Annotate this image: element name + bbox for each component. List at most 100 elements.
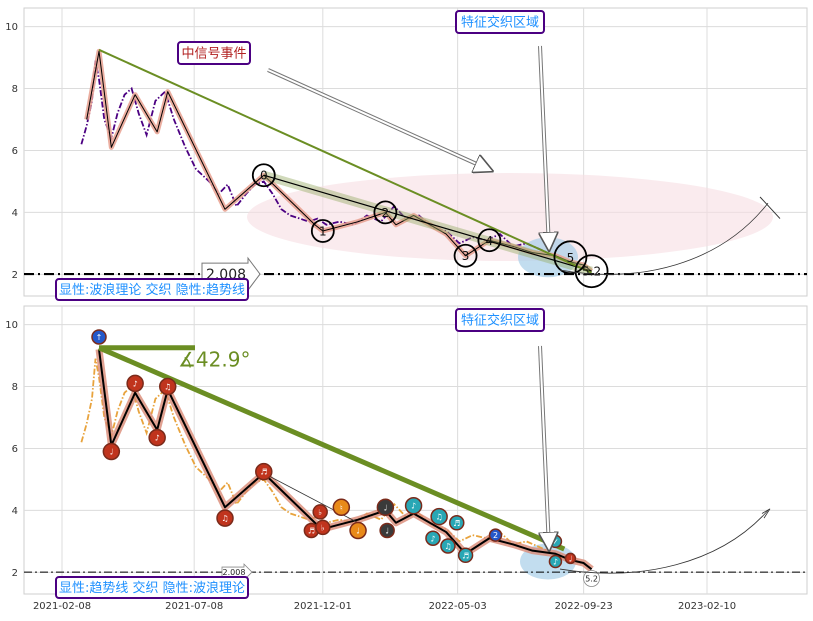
- wave-point-circle: [251, 163, 276, 188]
- projection-curve: [559, 510, 769, 574]
- y-tick-label: 2: [12, 568, 18, 579]
- wave-marker: [379, 522, 395, 539]
- wave-point-label: 5: [567, 251, 575, 265]
- price-series-line: [80, 358, 582, 564]
- wave-marker: [425, 530, 441, 547]
- wave-point-label: 4: [486, 234, 494, 248]
- wave-point-label: 0: [260, 169, 268, 183]
- wave-marker-glyph: ↑: [96, 333, 103, 342]
- wave-marker: [548, 554, 563, 569]
- wave-marker: [457, 547, 474, 564]
- top-zone-label-box: [455, 10, 545, 34]
- wave-marker-glyph: ♬: [308, 527, 315, 536]
- wave-point-circle: [553, 240, 588, 275]
- wave-marker: [315, 519, 331, 536]
- support-value-label: 2.008: [223, 568, 246, 577]
- signal-arrow: [267, 69, 490, 170]
- projection-arrowhead: [761, 508, 771, 519]
- top-zone-label: 特征交织区域: [461, 15, 539, 31]
- y-tick-label: 10: [5, 22, 18, 33]
- wave-marker-glyph: ♩: [569, 554, 573, 563]
- y-tick-label: 6: [12, 444, 18, 455]
- wave-point-label: 1: [319, 224, 327, 238]
- y-tick-label: 10: [5, 320, 18, 331]
- zone-arrow: [540, 45, 549, 248]
- projection-end-mark: [759, 196, 781, 219]
- bottom-legend-label-box: [55, 576, 249, 599]
- wave-marker-glyph: ✓: [552, 537, 559, 546]
- y-tick-label: 2: [12, 270, 18, 281]
- bottom-zone-label: 特征交织区域: [461, 313, 539, 329]
- wave-marker: [216, 509, 234, 527]
- wave-marker: [430, 507, 448, 526]
- price-series-line: [80, 60, 582, 266]
- wave-marker-glyph: ♩: [385, 527, 389, 536]
- wave-marker-glyph: ♪: [430, 534, 435, 543]
- signal-event-label: 中信号事件: [181, 47, 246, 62]
- trend-band-center: [263, 174, 592, 272]
- wave-marker-glyph: ♪: [155, 434, 160, 443]
- wave-point-circle: [453, 243, 478, 268]
- wave-marker: [349, 521, 367, 540]
- trend-line: [98, 345, 566, 552]
- signal-event-label-box: [177, 41, 251, 65]
- wave-marker: [158, 377, 177, 396]
- end-value-circle: [583, 570, 600, 587]
- wave-marker-glyph: ♩: [356, 527, 360, 536]
- wave-marker-glyph: ♩: [109, 448, 113, 457]
- wave-series-line: [86, 50, 592, 272]
- wave-point-label: 3: [462, 249, 470, 263]
- zone-arrow: [540, 345, 549, 548]
- wave-marker-glyph: ♪: [411, 502, 416, 511]
- wave-marker-glyph: ♫: [444, 542, 451, 551]
- x-tick-label: 2021-07-08: [165, 601, 223, 612]
- y-tick-label: 6: [12, 146, 18, 157]
- wave-point-label: 5.2: [582, 265, 601, 279]
- wave-marker: [564, 552, 577, 565]
- wave-marker: [312, 504, 328, 520]
- bottom-panel: 2 4 6 8 10 2021-02-08 2021-07-08 2021-12-01 2022…: [5, 305, 808, 612]
- intertwine-zone-ellipse: [247, 173, 773, 262]
- wave-marker: [376, 498, 395, 517]
- top-legend-label: 显性:波浪理论 交织 隐性:趋势线: [59, 282, 245, 298]
- y-tick-label: 4: [12, 506, 18, 517]
- wave-marker-glyph: ♫: [436, 513, 443, 522]
- trend-line: [98, 48, 592, 274]
- x-tick-label: 2022-05-03: [429, 601, 487, 612]
- wave-marker-glyph: ♮: [340, 503, 343, 512]
- wave-marker-glyph: ♩: [383, 503, 387, 512]
- wave-marker-glyph: 2: [493, 531, 498, 540]
- y-tick-label: 8: [12, 382, 18, 393]
- wave-marker: [440, 538, 456, 554]
- wave-marker: [255, 462, 273, 481]
- wave-point-circle: [477, 228, 502, 253]
- wave-point-label: 2: [382, 206, 390, 220]
- wave-marker-glyph: ♬: [453, 519, 460, 528]
- wave-marker-glyph: ♫: [164, 383, 171, 392]
- wave-marker-glyph: ♬: [462, 551, 469, 560]
- wave-marker-glyph: ♪: [553, 557, 558, 566]
- wave-marker-glyph: ♬: [260, 468, 267, 477]
- wave-point-circle: [373, 200, 398, 225]
- y-tick-label: 4: [12, 208, 18, 219]
- x-tick-label: 2022-09-23: [555, 601, 613, 612]
- wave-marker-glyph: ♪: [133, 379, 138, 388]
- wave-marker: [91, 329, 107, 345]
- wave-marker: [102, 442, 121, 461]
- x-tick-label: 2021-12-01: [294, 601, 352, 612]
- wave-marker: [148, 428, 166, 447]
- y-tick-label: 8: [12, 84, 18, 95]
- wave-marker: [404, 496, 423, 515]
- x-tick-label: 2021-02-08: [33, 601, 91, 612]
- wave-marker: [449, 515, 465, 531]
- wave-point-circle: [574, 254, 609, 289]
- bottom-zone-label-box: [455, 308, 545, 332]
- bottom-legend-label: 显性:趋势线 交织 隐性:波浪理论: [59, 580, 245, 596]
- projection-curve: [559, 202, 769, 275]
- wave-marker: [332, 498, 351, 517]
- wave-marker: [126, 374, 144, 393]
- wave-marker-glyph: ♭: [318, 508, 322, 517]
